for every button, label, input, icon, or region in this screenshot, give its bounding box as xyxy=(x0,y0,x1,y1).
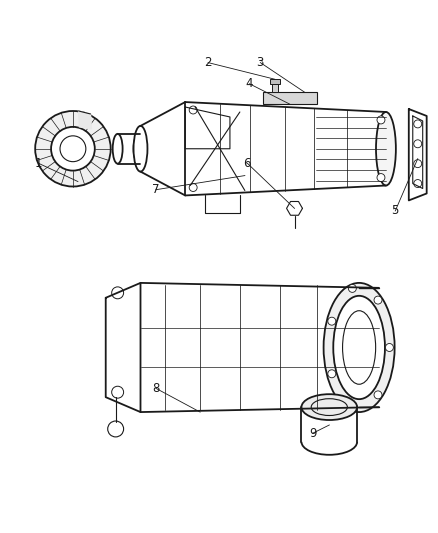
Ellipse shape xyxy=(134,134,145,164)
Ellipse shape xyxy=(113,134,123,164)
Circle shape xyxy=(328,317,336,325)
Circle shape xyxy=(60,136,86,161)
Circle shape xyxy=(374,296,382,304)
Circle shape xyxy=(414,180,422,188)
Ellipse shape xyxy=(376,112,396,185)
Circle shape xyxy=(348,285,357,293)
Text: 6: 6 xyxy=(244,157,251,169)
Ellipse shape xyxy=(343,311,376,384)
Circle shape xyxy=(189,183,197,191)
Ellipse shape xyxy=(301,394,357,420)
Circle shape xyxy=(112,287,124,299)
Text: 7: 7 xyxy=(152,183,159,196)
Circle shape xyxy=(51,127,95,171)
Circle shape xyxy=(414,120,422,128)
Bar xyxy=(272,84,278,92)
Circle shape xyxy=(348,402,357,410)
Circle shape xyxy=(414,160,422,168)
Bar xyxy=(263,92,318,104)
Ellipse shape xyxy=(333,296,385,399)
Circle shape xyxy=(374,391,382,399)
Ellipse shape xyxy=(134,126,148,172)
Circle shape xyxy=(189,106,197,114)
Circle shape xyxy=(414,140,422,148)
Ellipse shape xyxy=(324,283,395,412)
Text: 2: 2 xyxy=(205,56,212,69)
Text: 8: 8 xyxy=(152,382,159,395)
Circle shape xyxy=(108,421,124,437)
Text: 1: 1 xyxy=(35,157,42,169)
Text: 4: 4 xyxy=(246,77,253,90)
Text: 9: 9 xyxy=(309,427,316,440)
Circle shape xyxy=(112,386,124,398)
Bar xyxy=(270,79,279,84)
Text: 3: 3 xyxy=(257,56,264,69)
Circle shape xyxy=(385,343,393,351)
Polygon shape xyxy=(78,111,92,129)
Circle shape xyxy=(377,174,385,182)
Circle shape xyxy=(35,111,111,187)
Text: 5: 5 xyxy=(392,204,399,217)
Circle shape xyxy=(377,116,385,124)
Circle shape xyxy=(328,370,336,378)
